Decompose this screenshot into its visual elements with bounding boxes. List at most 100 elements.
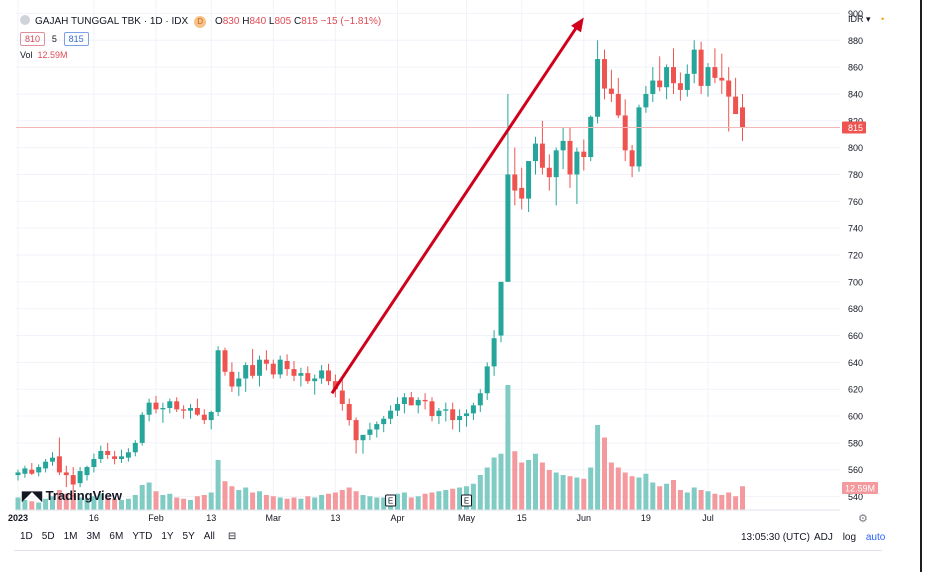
range-button-5y[interactable]: 5Y [182,531,195,542]
bid-ask: 810 5 815 [20,32,89,46]
candle-body [705,67,711,86]
candle-body [436,410,442,417]
y-tick-label: 900 [848,9,863,19]
volume-bar [36,502,42,510]
candle [291,361,297,382]
candle [125,448,131,462]
candle-body [615,93,621,116]
y-tick-label: 680 [848,304,863,314]
volume-bar [125,498,131,510]
symbol-header[interactable]: GAJAH TUNGGAL TBK · 1D · IDX D O830 H840 … [20,15,381,28]
candle-body [677,83,683,90]
date-range-icon[interactable]: ⊟ [227,531,237,542]
volume-bar [215,460,221,510]
volume-bar [698,490,704,510]
volume-bar [422,493,428,510]
candle-body [726,80,732,97]
candle-body [201,414,207,421]
candle [112,450,118,465]
bid-pill[interactable]: 810 [20,32,46,46]
candle [595,40,601,124]
candle-body [125,452,131,458]
candle [29,463,35,476]
candle-body [284,361,290,370]
candle-body [671,67,676,84]
candle-body [243,365,249,379]
candle-body [84,467,90,476]
candle [464,409,469,427]
volume-bar [684,492,690,510]
last-price-label: 815 [848,123,863,133]
settings-gear-icon[interactable]: ⚙ [858,512,868,525]
volume-bar [188,500,193,510]
volume-bar [22,500,28,510]
volume-bar [664,483,670,510]
candle-body [464,413,469,417]
volume-bar [298,498,304,510]
y-tick-label: 580 [848,438,863,448]
candle-body [622,115,628,151]
candle-body [160,408,166,410]
volume-bar [622,472,628,510]
candle-body [733,96,739,115]
x-tick-label: 13 [330,513,340,523]
volume-bar [705,491,711,510]
range-button-6m[interactable]: 6M [109,531,124,542]
candle-body [291,369,297,376]
candle [381,416,387,433]
range-toolbar: 1D 5D 1M 3M 6M YTD 1Y 5Y All ⊟ [20,531,245,542]
volume-bar [740,486,745,510]
volume-bar [84,498,90,510]
volume-bar [470,483,476,510]
volume-legend[interactable]: Vol 12.59M [20,50,68,60]
candle [657,56,663,92]
candle [298,367,304,387]
candle-body [174,401,180,410]
candle [105,442,111,459]
currency-selector[interactable]: IDR ▾ • [848,14,885,24]
candle-body [498,281,504,336]
volume-bar [519,462,525,510]
spread: 5 [51,34,57,44]
range-button-3m[interactable]: 3M [86,531,101,542]
candle-body [643,93,649,108]
candle [629,144,635,178]
adj-button[interactable]: ADJ [814,532,833,543]
ask-pill[interactable]: 815 [63,32,89,46]
auto-button[interactable]: auto [865,532,886,543]
candle-body [208,412,214,421]
range-button-ytd[interactable]: YTD [132,531,153,542]
candle [339,379,345,411]
candle-body [167,401,173,408]
range-button-all[interactable]: All [203,531,215,542]
clock: 13:05:30 (UTC) [741,532,810,543]
range-button-1m[interactable]: 1M [63,531,78,542]
volume-bar [326,493,331,510]
range-button-1y[interactable]: 1Y [161,531,174,542]
volume-bar [353,491,359,510]
candle-body [443,409,449,411]
volume-bar [450,488,456,510]
range-button-5d[interactable]: 5D [41,531,55,542]
candle [284,354,290,376]
tradingview-logo: ◤◥ TradingView [22,488,122,503]
candle [277,355,283,379]
candle [726,67,732,132]
candle-body [477,393,483,406]
candle-body [740,107,745,128]
volume-bar [636,477,642,510]
candle [312,374,318,395]
candle-body [188,408,193,411]
volume-bar [602,437,607,510]
candle-body [29,469,35,474]
candle [567,127,573,188]
volume-bar [105,497,111,510]
range-button-1d[interactable]: 1D [20,531,33,542]
candle-body [408,397,414,406]
chart-frame [0,0,920,572]
price-chart[interactable]: 540 560 580 600 620 640 660 680 700 720 740 760 780 8… [0,0,920,572]
candle-body [43,461,49,469]
candle-body [22,468,28,474]
log-button[interactable]: log [842,532,857,543]
candle [119,449,124,464]
